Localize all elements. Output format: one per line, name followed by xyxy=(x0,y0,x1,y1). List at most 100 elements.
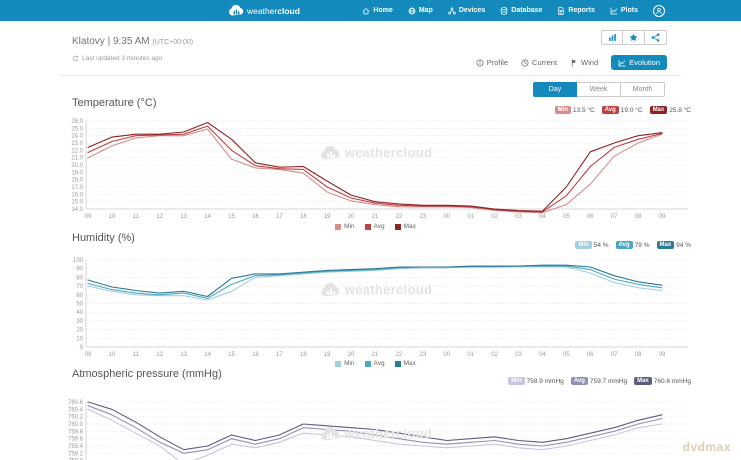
star-icon xyxy=(629,33,638,42)
humidity-section: Humidity (%) Min 54 % Avg 79 % Max 94 % 100 90… xyxy=(60,232,691,368)
svg-text:05: 05 xyxy=(563,214,570,220)
legend-label: Min xyxy=(344,223,355,230)
legend-swatch xyxy=(394,223,401,230)
svg-text:05: 05 xyxy=(563,352,570,358)
svg-text:760.6: 760.6 xyxy=(68,400,84,406)
nav-item-home[interactable]: Home xyxy=(362,7,393,15)
svg-text:10: 10 xyxy=(109,352,116,358)
svg-text:24.0: 24.0 xyxy=(71,134,83,140)
minmax-badge-min: Min 13.5 °C xyxy=(554,106,595,114)
svg-text:20: 20 xyxy=(76,328,83,334)
brand-logo[interactable]: weathercloud xyxy=(228,0,300,21)
svg-text:100: 100 xyxy=(73,258,84,264)
legend-label: Max xyxy=(403,223,416,230)
temperature-chart: 26.025.0 24.023.022.0 21.020.019.0 18.017.0… xyxy=(71,119,688,220)
favorite-button[interactable] xyxy=(623,30,645,45)
legend-item-max[interactable]: Max xyxy=(394,360,416,367)
legend-swatch xyxy=(335,223,342,230)
svg-text:04: 04 xyxy=(539,352,546,358)
tab-profile[interactable]: Profile xyxy=(476,58,508,67)
svg-text:21.0: 21.0 xyxy=(71,156,83,162)
humidity-summary-badges: Min 54 % Avg 79 % Max 94 % xyxy=(575,241,691,249)
svg-text:08: 08 xyxy=(635,352,642,358)
map-icon xyxy=(408,7,416,15)
legend-item-min[interactable]: Min xyxy=(335,223,355,230)
reports-icon xyxy=(557,6,565,15)
svg-text:13: 13 xyxy=(180,214,187,220)
nav-item-plots[interactable]: Plots xyxy=(610,7,638,15)
legend-label: Min xyxy=(344,360,355,367)
plots-icon xyxy=(610,7,618,15)
period-button-month[interactable]: Month xyxy=(621,82,665,97)
svg-text:759.4: 759.4 xyxy=(68,444,84,450)
tab-evolution[interactable]: Evolution xyxy=(611,55,667,70)
weathercloud-logo-icon xyxy=(228,5,244,16)
svg-text:12: 12 xyxy=(156,352,163,358)
temperature-section: Temperature (°C) Min 13.5 °C Avg 19.0 °C Max… xyxy=(60,97,691,232)
stats-button[interactable] xyxy=(601,30,623,45)
badge-label: Min xyxy=(508,377,525,385)
dvdmax-watermark: dvdmax xyxy=(682,440,731,454)
nav-item-label: Devices xyxy=(458,7,486,14)
legend-item-avg[interactable]: Avg xyxy=(364,360,385,367)
share-icon xyxy=(651,33,660,42)
legend-swatch xyxy=(394,360,401,367)
svg-text:60: 60 xyxy=(76,293,83,299)
svg-text:23: 23 xyxy=(419,214,426,220)
svg-text:10: 10 xyxy=(76,336,83,342)
view-tab-label: Profile xyxy=(486,58,509,67)
svg-text:760.2: 760.2 xyxy=(68,415,84,421)
minmax-badge-avg: Avg 79 % xyxy=(615,241,650,249)
home-icon xyxy=(362,7,370,15)
nav-item-map[interactable]: Map xyxy=(408,7,433,15)
badge-label: Max xyxy=(649,106,668,114)
svg-text:02: 02 xyxy=(491,214,498,220)
svg-text:17.0: 17.0 xyxy=(71,185,83,191)
badge-value: 758.9 mmHg xyxy=(526,377,564,385)
svg-text:10: 10 xyxy=(109,214,116,220)
nav-item-label: Home xyxy=(373,7,393,14)
svg-text:11: 11 xyxy=(133,214,140,220)
svg-text:15: 15 xyxy=(228,214,235,220)
legend-item-avg[interactable]: Avg xyxy=(364,223,385,230)
minmax-badge-min: Min 758.9 mmHg xyxy=(508,377,564,385)
evolution-icon xyxy=(618,59,626,67)
share-button[interactable] xyxy=(645,30,667,45)
period-selector: Day Week Month xyxy=(533,82,665,97)
svg-text:760.4: 760.4 xyxy=(68,407,84,413)
brand-text: weathercloud xyxy=(247,5,300,16)
badge-label: Min xyxy=(575,241,592,249)
refresh-icon xyxy=(72,55,79,62)
nav-item-reports[interactable]: Reports xyxy=(557,6,595,15)
legend-item-max[interactable]: Max xyxy=(394,223,416,230)
nav-item-devices[interactable]: Devices xyxy=(448,6,486,15)
svg-text:23: 23 xyxy=(419,352,426,358)
svg-text:19: 19 xyxy=(324,214,331,220)
svg-text:17: 17 xyxy=(276,352,283,358)
nav-item-database[interactable]: Database xyxy=(500,6,542,15)
temperature-summary-badges: Min 13.5 °C Avg 19.0 °C Max 25.8 °C xyxy=(554,106,691,114)
svg-text:40: 40 xyxy=(76,310,83,316)
svg-text:16.0: 16.0 xyxy=(71,192,83,198)
svg-text:14.0: 14.0 xyxy=(71,207,83,213)
svg-text:18: 18 xyxy=(300,352,307,358)
svg-text:09: 09 xyxy=(85,352,92,358)
svg-text:80: 80 xyxy=(76,275,83,281)
period-button-day[interactable]: Day xyxy=(533,82,577,97)
nav-menu: Home Map Devices Database Reports Plots xyxy=(362,0,665,21)
svg-text:09: 09 xyxy=(659,214,666,220)
svg-text:25.0: 25.0 xyxy=(71,126,83,132)
period-button-week[interactable]: Week xyxy=(577,82,621,97)
tab-current[interactable]: Current xyxy=(521,58,557,67)
bar-chart-icon xyxy=(608,33,617,42)
tab-wind[interactable]: Wind xyxy=(570,58,598,67)
legend-item-min[interactable]: Min xyxy=(335,360,355,367)
nav-item-label: Map xyxy=(418,7,433,14)
last-updated: Last updated 3 minutes ago xyxy=(72,55,162,62)
svg-text:20.0: 20.0 xyxy=(71,163,83,169)
badge-label: Avg xyxy=(570,377,588,385)
legend-swatch xyxy=(364,223,371,230)
user-avatar[interactable] xyxy=(653,4,665,17)
svg-text:22: 22 xyxy=(396,214,403,220)
svg-text:03: 03 xyxy=(515,214,522,220)
